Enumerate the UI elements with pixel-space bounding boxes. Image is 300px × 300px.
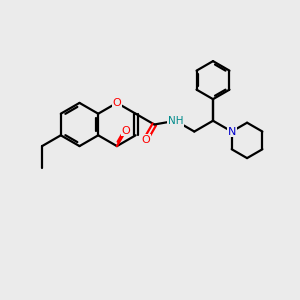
Text: NH: NH	[168, 116, 183, 126]
Text: O: O	[141, 135, 150, 145]
Text: O: O	[122, 125, 130, 136]
Text: N: N	[227, 127, 236, 136]
Text: O: O	[112, 98, 121, 108]
